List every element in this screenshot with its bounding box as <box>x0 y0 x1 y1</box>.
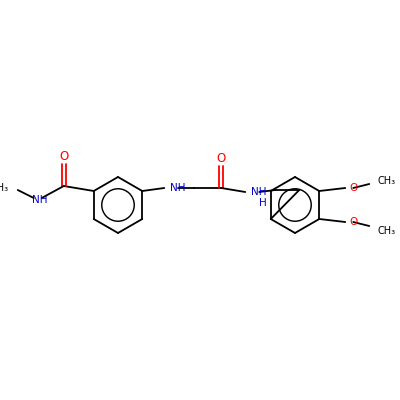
Text: O: O <box>349 217 358 227</box>
Text: O: O <box>349 183 358 193</box>
Text: H: H <box>259 198 267 208</box>
Text: CH₃: CH₃ <box>0 183 9 193</box>
Text: NH: NH <box>170 183 186 193</box>
Text: CH₃: CH₃ <box>377 176 395 186</box>
Text: CH₃: CH₃ <box>377 226 395 236</box>
Text: O: O <box>59 150 68 164</box>
Text: NH: NH <box>32 195 48 205</box>
Text: NH: NH <box>251 187 267 197</box>
Text: O: O <box>217 152 226 166</box>
